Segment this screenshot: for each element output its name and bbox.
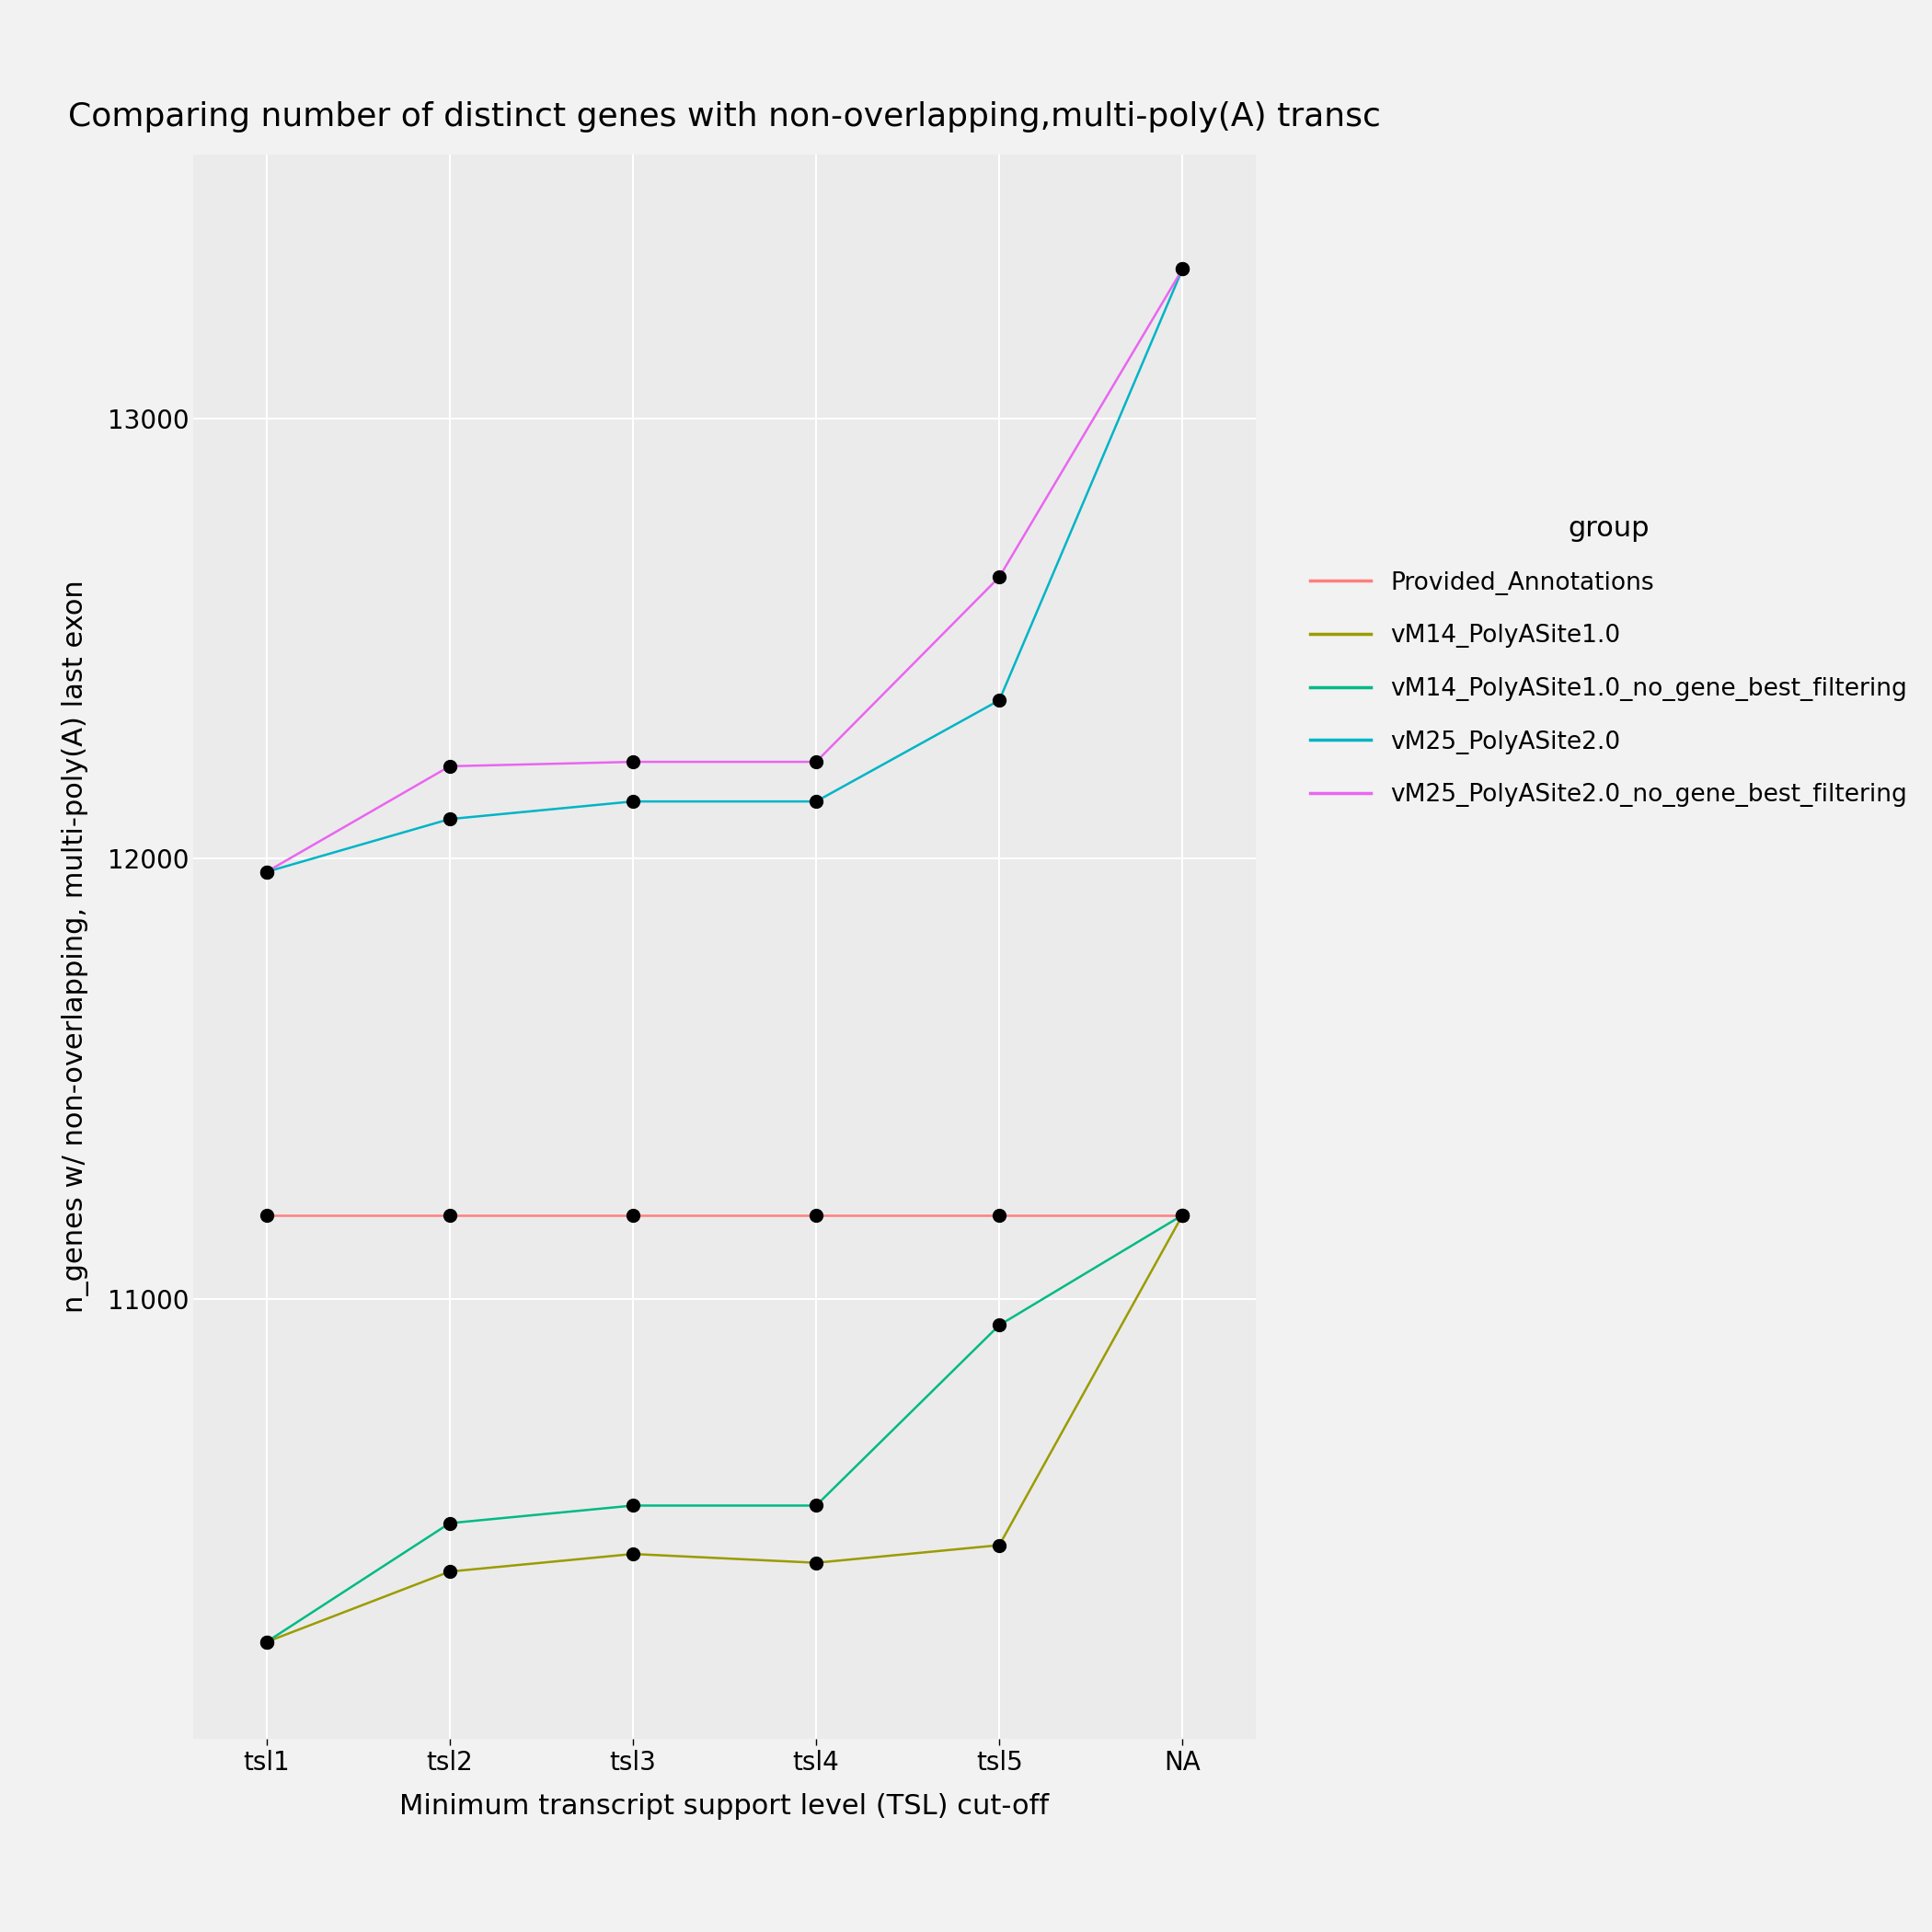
vM14_PolyASite1.0_no_gene_best_filtering <box>804 1493 827 1517</box>
vM25_PolyASite2.0_no_gene_best_filtering <box>987 566 1010 589</box>
Legend: Provided_Annotations, vM14_PolyASite1.0, vM14_PolyASite1.0_no_gene_best_filterin: Provided_Annotations, vM14_PolyASite1.0,… <box>1310 516 1907 808</box>
Line: Provided_Annotations: Provided_Annotations <box>261 1209 1188 1221</box>
vM25_PolyASite2.0 <box>1171 257 1194 280</box>
vM25_PolyASite2.0_no_gene_best_filtering <box>622 750 645 773</box>
vM14_PolyASite1.0 <box>622 1542 645 1565</box>
Provided_Annotations <box>1171 1204 1194 1227</box>
vM14_PolyASite1.0_no_gene_best_filtering <box>622 1493 645 1517</box>
Y-axis label: n_genes w/ non-overlapping, multi-poly(A) last exon: n_genes w/ non-overlapping, multi-poly(A… <box>62 580 89 1314</box>
vM14_PolyASite1.0 <box>804 1551 827 1575</box>
Provided_Annotations <box>987 1204 1010 1227</box>
Line: vM25_PolyASite2.0: vM25_PolyASite2.0 <box>261 263 1188 879</box>
vM14_PolyASite1.0_no_gene_best_filtering <box>255 1631 278 1654</box>
vM25_PolyASite2.0 <box>987 688 1010 711</box>
vM25_PolyASite2.0 <box>439 808 462 831</box>
vM25_PolyASite2.0 <box>804 790 827 813</box>
vM14_PolyASite1.0_no_gene_best_filtering <box>1171 1204 1194 1227</box>
vM14_PolyASite1.0 <box>439 1559 462 1582</box>
vM25_PolyASite2.0_no_gene_best_filtering <box>439 755 462 779</box>
vM14_PolyASite1.0 <box>1171 1204 1194 1227</box>
X-axis label: Minimum transcript support level (TSL) cut-off: Minimum transcript support level (TSL) c… <box>400 1793 1049 1820</box>
vM14_PolyASite1.0 <box>987 1534 1010 1557</box>
Provided_Annotations <box>439 1204 462 1227</box>
vM14_PolyASite1.0_no_gene_best_filtering <box>987 1314 1010 1337</box>
vM25_PolyASite2.0 <box>622 790 645 813</box>
Line: vM25_PolyASite2.0_no_gene_best_filtering: vM25_PolyASite2.0_no_gene_best_filtering <box>261 263 1188 879</box>
vM25_PolyASite2.0_no_gene_best_filtering <box>255 860 278 883</box>
vM14_PolyASite1.0 <box>255 1631 278 1654</box>
Provided_Annotations <box>622 1204 645 1227</box>
Title: Comparing number of distinct genes with non-overlapping,multi-poly(A) transc: Comparing number of distinct genes with … <box>68 102 1381 133</box>
vM25_PolyASite2.0 <box>255 860 278 883</box>
Provided_Annotations <box>255 1204 278 1227</box>
Line: vM14_PolyASite1.0: vM14_PolyASite1.0 <box>261 1209 1188 1648</box>
Line: vM14_PolyASite1.0_no_gene_best_filtering: vM14_PolyASite1.0_no_gene_best_filtering <box>261 1209 1188 1648</box>
vM25_PolyASite2.0_no_gene_best_filtering <box>804 750 827 773</box>
vM25_PolyASite2.0_no_gene_best_filtering <box>1171 257 1194 280</box>
vM14_PolyASite1.0_no_gene_best_filtering <box>439 1511 462 1534</box>
Provided_Annotations <box>804 1204 827 1227</box>
